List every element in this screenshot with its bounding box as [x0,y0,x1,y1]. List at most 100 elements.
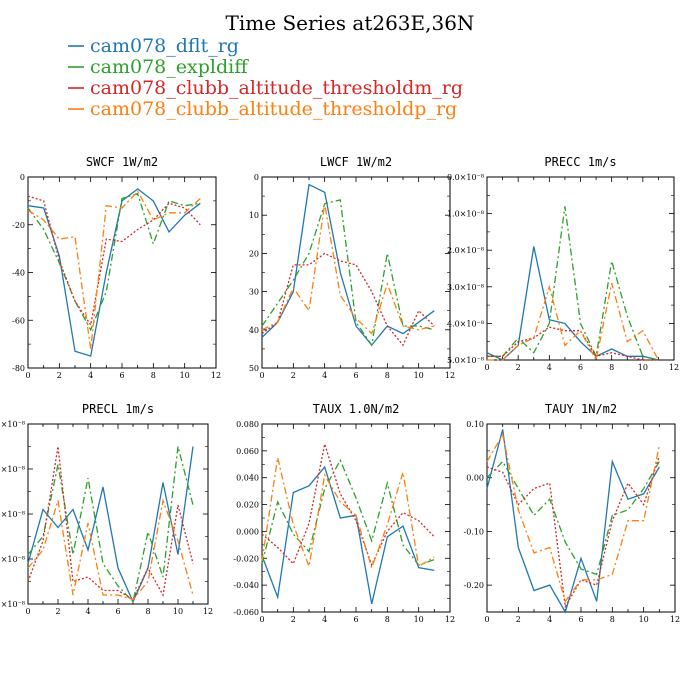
x-tick-label: 2 [57,371,62,380]
chart-panel: PRECL 1m/s 0 2 4 6 8 10 12 ×10⁻⁸ ×10⁻⁸ ×10⁻⁸ ×10⁻⁸ ×… [1,402,213,616]
x-tick-label: 0 [484,615,489,624]
series-line [261,457,435,570]
x-tick-label: 10 [414,371,424,380]
series-line [261,465,435,605]
x-tick-label: 0 [484,363,489,372]
x-tick-label: 2 [291,615,296,624]
series-line [261,199,435,347]
y-tick-label: ×10⁻⁸ [1,555,25,564]
x-tick-label: 4 [322,371,327,380]
series-line [27,195,201,327]
y-tick-label: -0.20 [463,581,484,590]
series-line [486,432,660,603]
x-tick-label: 2 [291,371,296,380]
series-line [261,252,435,347]
panel-title: LWCF 1W/m2 [320,155,392,169]
y-tick-label: -20 [12,221,25,230]
x-tick-label: 2 [516,363,521,372]
x-tick-label: 6 [578,363,583,372]
plot-frame [486,423,676,613]
x-tick-label: 6 [115,607,120,616]
x-tick-label: 8 [609,363,614,372]
x-tick-label: 2 [516,615,521,624]
y-tick-label: 5.0×10⁻⁸ [447,356,484,365]
chart-panel: PRECC 1m/s 0 2 4 6 8 10 12 0.0×10⁻⁸ 1.0×10⁻⁸ 2.0×1… [447,155,679,372]
y-tick-label: ×10⁻⁸ [1,420,25,429]
panels: SWCF 1W/m2 0 2 4 6 8 10 12 0 -20 -40 -60 -80 LWCF 1W/… [1,155,680,624]
x-tick-label: 8 [145,607,150,616]
series-line [27,192,201,332]
x-tick-label: 8 [610,615,615,624]
y-tick-label: 0.020 [236,501,259,510]
panel-title: TAUY 1N/m2 [545,402,617,416]
y-tick-label: 0.060 [236,447,259,456]
y-tick-label: 50 [249,364,259,373]
figure-title: Time Series at263E,36N [226,11,475,35]
legend-label: cam078_dflt_rg [90,35,239,57]
y-tick-label: 10 [249,211,259,220]
x-tick-label: 6 [578,615,583,624]
x-tick-label: 0 [25,607,30,616]
x-tick-label: 6 [353,615,358,624]
series-line [27,498,194,601]
chart-panel: SWCF 1W/m2 0 2 4 6 8 10 12 0 -20 -40 -60 -80 [12,155,221,380]
panel-title: SWCF 1W/m2 [86,155,158,169]
x-tick-label: 10 [639,615,649,624]
x-tick-label: 8 [385,371,390,380]
y-tick-label: 0.00 [466,474,484,483]
series-line [27,446,194,604]
x-tick-label: 0 [259,615,264,624]
series-line [486,429,660,614]
plot-frame [27,423,209,605]
y-tick-label: -60 [12,316,25,325]
panel-title: PRECL 1m/s [82,402,154,416]
y-tick-label: 0.000 [236,527,259,536]
panel-title: TAUX 1.0N/m2 [313,402,400,416]
plot-frame [261,176,451,369]
legend-label: cam078_clubb_altitude_thresholdm_rg [90,77,463,99]
series-line [27,188,201,357]
y-tick-label: 0.10 [466,420,484,429]
plot-frame [486,176,675,361]
x-tick-label: 6 [353,371,358,380]
x-tick-label: 4 [85,607,90,616]
y-tick-label: 0.0×10⁻⁸ [447,173,484,182]
y-tick-label: 20 [249,249,259,258]
y-tick-label: 0.080 [236,420,259,429]
series-line [486,460,660,576]
chart-panel: TAUX 1.0N/m2 0 2 4 6 8 10 12 0.080 0.060 0.040 0.02… [233,402,455,624]
y-tick-label: 40 [249,326,259,335]
y-tick-label: 2.0×10⁻⁸ [447,246,484,255]
legend: cam078_dflt_rgcam078_expldiffcam078_club… [68,35,463,120]
y-tick-label: -80 [12,364,25,373]
series-line [27,446,194,601]
panel-title: PRECC 1m/s [544,155,616,169]
x-tick-label: 12 [669,363,679,372]
series-line [261,203,435,335]
series-line [261,183,435,347]
y-tick-label: -0.040 [233,581,259,590]
series-line [487,282,659,362]
series-line [27,190,201,349]
x-tick-label: 10 [414,615,424,624]
x-tick-label: 4 [88,371,93,380]
legend-label: cam078_clubb_altitude_thresholdp_rg [90,98,457,120]
x-tick-label: 10 [638,363,648,372]
x-tick-label: 6 [119,371,124,380]
chart-panel: LWCF 1W/m2 0 2 4 6 8 10 12 0 10 20 30 40 50 [249,155,455,380]
series-line [487,206,659,361]
x-tick-label: 8 [151,371,156,380]
series-line [261,458,435,566]
y-tick-label: -40 [12,269,25,278]
y-tick-label: 1.0×10⁻⁸ [447,210,484,219]
y-tick-label: 0 [254,173,259,182]
y-tick-label: -0.060 [233,608,259,617]
x-tick-label: 12 [203,607,213,616]
y-tick-label: 3.0×10⁻⁸ [447,283,484,292]
x-tick-label: 4 [547,363,552,372]
series-line [261,443,435,567]
y-tick-label: 4.0×10⁻⁸ [447,319,484,328]
x-tick-label: 0 [25,371,30,380]
y-tick-label: 0.040 [236,474,259,483]
